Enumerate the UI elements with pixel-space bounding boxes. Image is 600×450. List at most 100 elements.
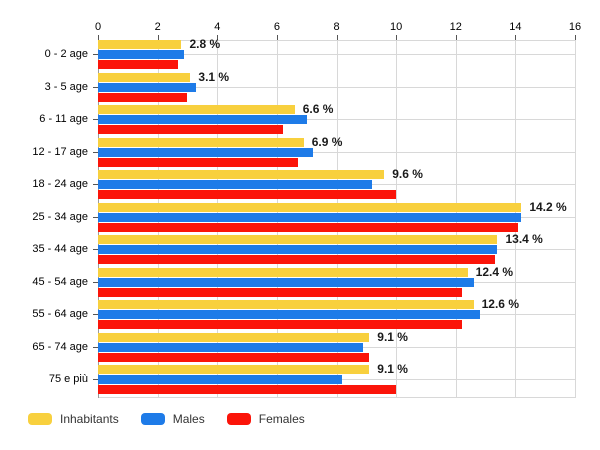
y-axis-category-label: 35 - 44 age: [32, 243, 88, 256]
x-axis-tick-label: 16: [568, 21, 582, 33]
chart-row: 14.2 %: [98, 199, 575, 236]
bar-inhabitants-7[interactable]: [98, 267, 468, 277]
bar-females-1[interactable]: [98, 92, 188, 102]
legend-item-males[interactable]: Males: [140, 412, 205, 426]
data-label: 6.6 %: [302, 102, 334, 117]
bar-inhabitants-8[interactable]: [98, 300, 474, 310]
bar-females-8[interactable]: [98, 320, 462, 330]
vertical-gridline: [575, 40, 576, 398]
bar-females-4[interactable]: [98, 190, 397, 200]
data-label: 12.6 %: [481, 297, 519, 312]
bar-males-5[interactable]: [98, 212, 522, 222]
chart-row: 6.9 %: [98, 134, 575, 171]
x-axis-tick-label: 8: [333, 21, 340, 33]
data-label: 14.2 %: [529, 199, 567, 214]
bar-males-1[interactable]: [98, 82, 197, 92]
horizontal-gridline: [98, 54, 575, 55]
x-axis-tick-mark: [276, 35, 278, 40]
horizontal-gridline: [98, 151, 575, 153]
bar-females-0[interactable]: [98, 60, 179, 69]
bar-males-7[interactable]: [98, 277, 474, 287]
bar-males-0[interactable]: [98, 50, 185, 59]
chart-row: 12.6 %: [98, 297, 575, 333]
x-axis-tick-label: 0: [94, 21, 102, 33]
y-axis-tick-mark: [93, 119, 98, 121]
x-axis-tick-label: 14: [509, 21, 522, 33]
bar-inhabitants-5[interactable]: [98, 202, 522, 212]
x-axis-tick-mark: [336, 35, 338, 40]
data-label: 2.8 %: [189, 37, 221, 51]
x-axis-tick-label: 2: [154, 21, 161, 33]
bar-inhabitants-9[interactable]: [98, 332, 370, 342]
y-axis-category-label: 65 - 74 age: [32, 340, 88, 353]
x-axis-tick-label: 12: [449, 21, 462, 33]
y-axis-tick-mark: [93, 86, 98, 88]
x-axis-tick-mark: [396, 35, 398, 40]
legend-swatch-inhabitants: [28, 413, 52, 425]
chart-row: 12.4 %: [98, 264, 575, 301]
chart-row: 9.6 %: [98, 167, 575, 203]
y-axis-tick-mark: [93, 314, 98, 316]
x-axis-tick-mark: [455, 35, 457, 40]
chart-row: 9.1 %: [98, 362, 575, 398]
data-label: 13.4 %: [505, 232, 543, 247]
y-axis-category-label: 75 e più: [48, 373, 88, 386]
bar-inhabitants-6[interactable]: [98, 235, 498, 245]
bar-inhabitants-3[interactable]: [98, 137, 304, 147]
data-label: 3.1 %: [198, 69, 230, 84]
data-label: 9.6 %: [392, 167, 423, 182]
bar-inhabitants-1[interactable]: [98, 72, 191, 82]
bar-inhabitants-0[interactable]: [98, 40, 182, 49]
bar-males-10[interactable]: [98, 375, 343, 385]
chart-row: 3.1 %: [98, 69, 575, 106]
y-axis-tick-mark: [93, 216, 98, 218]
bar-females-3[interactable]: [98, 157, 298, 167]
bar-males-6[interactable]: [98, 245, 498, 255]
y-axis-category-label: 6 - 11 age: [39, 113, 88, 126]
y-axis-tick-mark: [93, 281, 98, 283]
bar-females-2[interactable]: [98, 125, 283, 135]
x-axis-tick-label: 6: [273, 21, 280, 33]
y-axis-category-label: 12 - 17 age: [32, 145, 88, 158]
y-axis-tick-mark: [93, 151, 98, 153]
legend-item-inhabitants[interactable]: Inhabitants: [28, 412, 119, 426]
chart-row: 2.8 %: [98, 37, 575, 73]
y-axis-category-label: 3 - 5 age: [44, 80, 88, 93]
legend-swatch-females: [226, 413, 251, 425]
bar-females-9[interactable]: [98, 352, 370, 362]
chart-legend: Inhabitants Males Females: [28, 412, 327, 426]
horizontal-gridline: [98, 86, 575, 88]
bar-inhabitants-4[interactable]: [98, 170, 385, 180]
legend-item-females[interactable]: Females: [226, 412, 305, 426]
x-axis-tick-mark: [98, 35, 99, 40]
data-label: 9.1 %: [377, 329, 408, 344]
bar-females-10[interactable]: [98, 385, 397, 395]
y-axis-tick-mark: [93, 379, 98, 381]
data-label: 12.4 %: [475, 264, 514, 279]
bar-males-3[interactable]: [98, 147, 313, 157]
bar-males-8[interactable]: [98, 310, 480, 320]
x-axis-tick-label: 10: [390, 21, 403, 33]
bar-males-4[interactable]: [98, 180, 373, 190]
legend-swatch-males: [140, 413, 165, 425]
bar-females-5[interactable]: [98, 222, 519, 232]
data-label: 9.1 %: [377, 362, 408, 377]
bar-inhabitants-2[interactable]: [98, 105, 295, 115]
chart-row: 9.1 %: [98, 329, 575, 366]
y-axis-tick-mark: [93, 184, 98, 186]
data-label: 6.9 %: [311, 134, 343, 149]
bar-females-6[interactable]: [98, 255, 495, 265]
bar-inhabitants-10[interactable]: [98, 365, 370, 375]
x-axis-tick-mark: [157, 35, 159, 40]
plot-area: 2.8 % 3.1 % 6.6 % 6.9 % 9.6 % 14.2 % 13.4 % 12.…: [98, 37, 576, 398]
bar-males-9[interactable]: [98, 342, 364, 352]
x-axis-tick-label: 4: [214, 21, 221, 33]
y-axis-category-label: 45 - 54 age: [32, 275, 88, 288]
y-axis-category-label: 25 - 34 age: [32, 210, 88, 223]
bar-females-7[interactable]: [98, 287, 462, 297]
x-axis-tick-mark: [515, 35, 517, 40]
chart-row: 6.6 %: [98, 102, 575, 138]
y-axis-category-label: 0 - 2 age: [44, 48, 88, 60]
legend-label: Inhabitants: [60, 412, 119, 426]
bar-males-2[interactable]: [98, 115, 307, 125]
